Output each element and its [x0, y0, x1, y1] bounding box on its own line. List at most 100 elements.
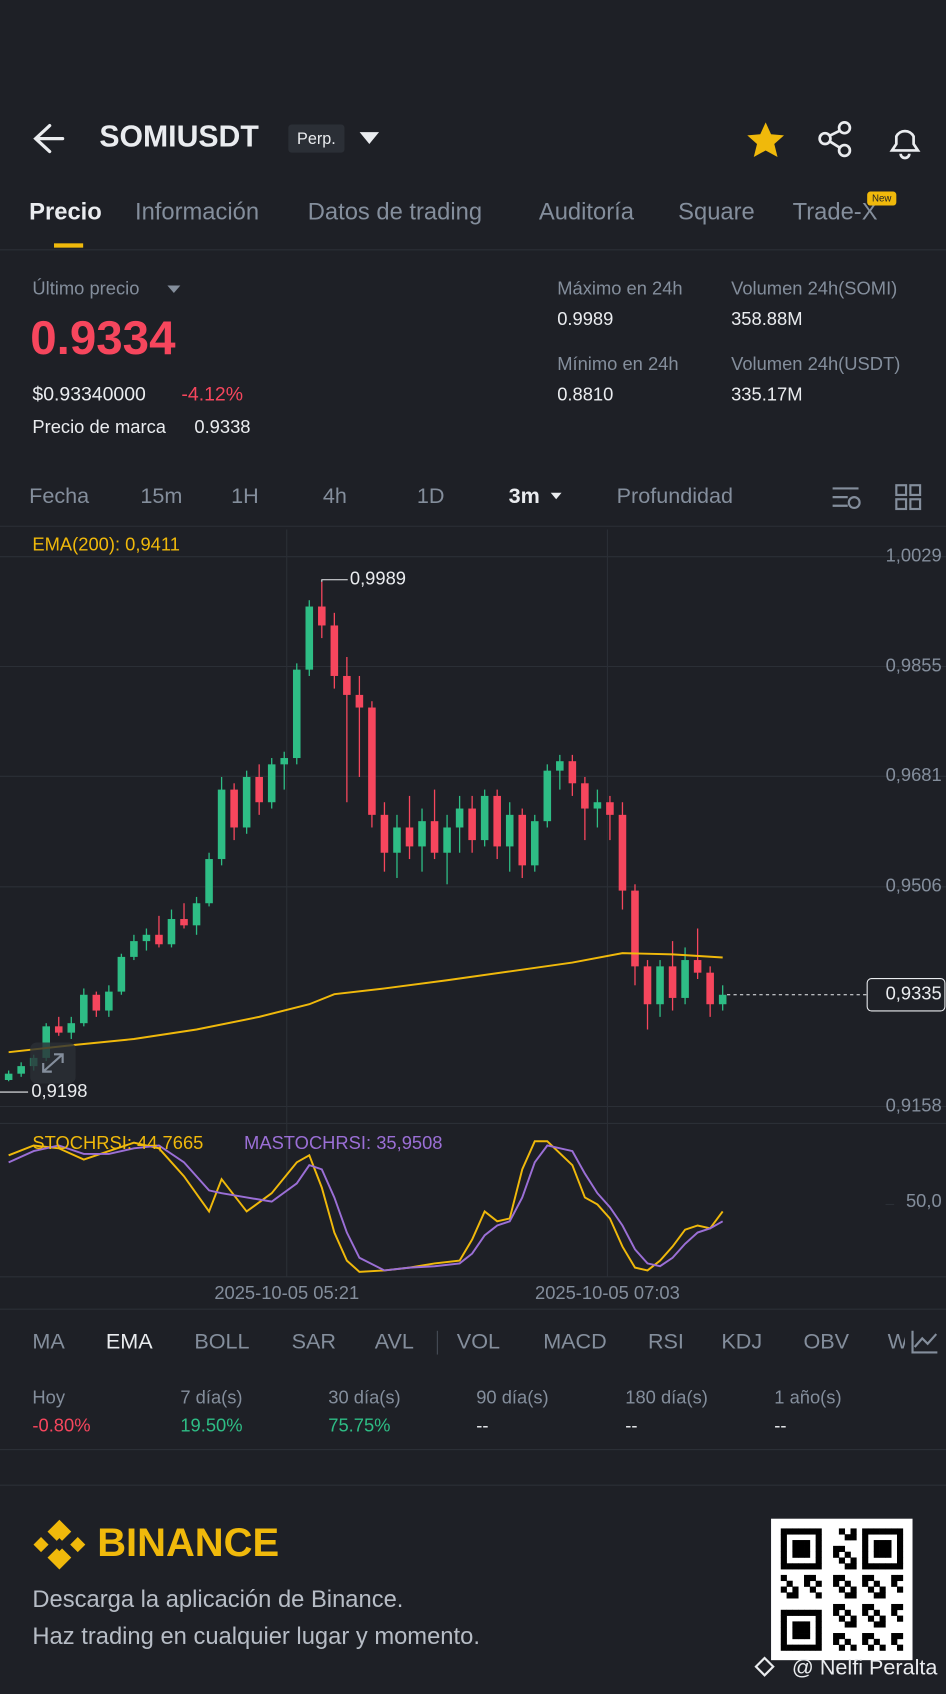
- interval[interactable]: Fecha: [29, 483, 89, 508]
- tabs: Precio Información Datos de trading Auditor…: [29, 198, 878, 225]
- tab[interactable]: Trade-X: [793, 198, 878, 225]
- qr-module: [798, 1551, 805, 1558]
- candle-body: [205, 859, 213, 904]
- qr-module: [879, 1551, 886, 1558]
- interval[interactable]: 1D: [417, 483, 445, 508]
- qr-module: [873, 1580, 880, 1587]
- qr-module: [786, 1592, 793, 1599]
- performance: Hoy -0.80% 7 día(s) 19.50% 30 día(s) 75.75% 90…: [32, 1387, 841, 1436]
- qr-module: [891, 1580, 898, 1587]
- qr-module: [838, 1586, 846, 1593]
- tab[interactable]: Auditoría: [539, 198, 635, 225]
- qr-module: [896, 1586, 904, 1593]
- qr-module: [873, 1592, 880, 1599]
- y-tick-label: 0,9158: [886, 1094, 942, 1115]
- tab[interactable]: Datos de trading: [308, 198, 482, 225]
- qr-module: [850, 1615, 857, 1622]
- qr-module: [780, 1540, 787, 1547]
- candle-body: [280, 758, 289, 765]
- qr-module: [809, 1586, 816, 1593]
- indicator[interactable]: RSI: [648, 1328, 684, 1353]
- interval-caret[interactable]: [550, 492, 562, 500]
- last-price-label[interactable]: Último precio: [32, 278, 139, 299]
- qr-module: [792, 1609, 799, 1616]
- qr-module: [867, 1528, 875, 1535]
- qr-module: [850, 1592, 857, 1599]
- qr-module: [792, 1586, 799, 1593]
- qr-module: [862, 1633, 869, 1640]
- alert-bell[interactable]: [889, 129, 921, 160]
- qr-module: [809, 1574, 816, 1582]
- badge-bg: [288, 124, 345, 153]
- candle-body: [568, 761, 577, 784]
- indicator[interactable]: BOLL: [194, 1328, 249, 1353]
- candle-body: [267, 764, 276, 803]
- interval[interactable]: 15m: [140, 483, 182, 508]
- stat-label: Mínimo en 24h: [557, 353, 678, 374]
- interval[interactable]: 1H: [231, 483, 259, 508]
- stat-label: Volumen 24h(USDT): [731, 353, 900, 374]
- qr-module: [804, 1627, 811, 1634]
- qr-module: [780, 1621, 787, 1628]
- indicator[interactable]: VOL: [457, 1328, 500, 1353]
- indicator[interactable]: MA: [32, 1328, 65, 1353]
- qr-module: [862, 1580, 869, 1587]
- qr-module: [873, 1609, 880, 1616]
- candle-body: [518, 814, 527, 866]
- qr-module: [862, 1540, 869, 1547]
- qr-module: [792, 1621, 799, 1628]
- qr-module: [786, 1528, 793, 1535]
- interval[interactable]: 4h: [323, 483, 347, 508]
- qr-module: [885, 1528, 892, 1535]
- qr-pattern: [780, 1528, 904, 1651]
- chart-settings[interactable]: [832, 487, 861, 509]
- stat-value: 358.88M: [731, 308, 802, 329]
- candle-body: [217, 789, 226, 860]
- qr-module: [804, 1580, 811, 1587]
- qr-module: [804, 1551, 811, 1558]
- tab[interactable]: Precio: [29, 198, 102, 225]
- qr-module: [867, 1633, 875, 1640]
- qr-module: [862, 1603, 869, 1611]
- qr-module: [815, 1534, 822, 1541]
- qr-module: [867, 1644, 875, 1651]
- indicator[interactable]: MACD: [543, 1328, 607, 1353]
- candle-body: [318, 606, 326, 626]
- qr-module: [896, 1574, 904, 1582]
- qr-module: [891, 1574, 898, 1582]
- interval[interactable]: Profundidad: [617, 483, 733, 508]
- qr-module: [833, 1551, 840, 1558]
- indicator[interactable]: W: [888, 1328, 909, 1353]
- symbol[interactable]: SOMIUSDT: [99, 121, 259, 154]
- favorite-star[interactable]: [747, 122, 785, 157]
- qr-module: [780, 1633, 787, 1640]
- indicator[interactable]: AVL: [375, 1328, 414, 1353]
- tab[interactable]: Información: [135, 198, 259, 225]
- candle-body: [292, 669, 301, 759]
- interval[interactable]: 3m: [509, 483, 540, 508]
- candle-body: [405, 827, 414, 847]
- indicator-settings[interactable]: [911, 1330, 938, 1354]
- symbol-dropdown[interactable]: [359, 132, 380, 144]
- candle-body: [643, 966, 652, 1005]
- mark-price-label: Precio de marca: [32, 416, 166, 437]
- share-button[interactable]: [818, 121, 852, 158]
- qr-module: [850, 1644, 857, 1651]
- candle-body: [706, 972, 714, 1005]
- qr-module: [891, 1528, 898, 1535]
- qr-module: [850, 1534, 857, 1541]
- indicator[interactable]: KDJ: [721, 1328, 762, 1353]
- qr-module: [862, 1557, 869, 1564]
- qr-module: [780, 1644, 787, 1651]
- back-button[interactable]: [33, 124, 65, 154]
- qr-module: [780, 1563, 787, 1570]
- indicator[interactable]: OBV: [803, 1328, 849, 1353]
- indicator[interactable]: EMA: [106, 1328, 153, 1353]
- high-marker-label: 0,9989: [350, 568, 406, 589]
- stoch-label: STOCHRSI: 44,7665: [32, 1132, 203, 1153]
- qr-module: [838, 1545, 846, 1552]
- indicator[interactable]: SAR: [292, 1328, 336, 1353]
- layout-toggle[interactable]: [895, 484, 922, 511]
- qr-module: [844, 1638, 851, 1645]
- tab[interactable]: Square: [678, 198, 755, 225]
